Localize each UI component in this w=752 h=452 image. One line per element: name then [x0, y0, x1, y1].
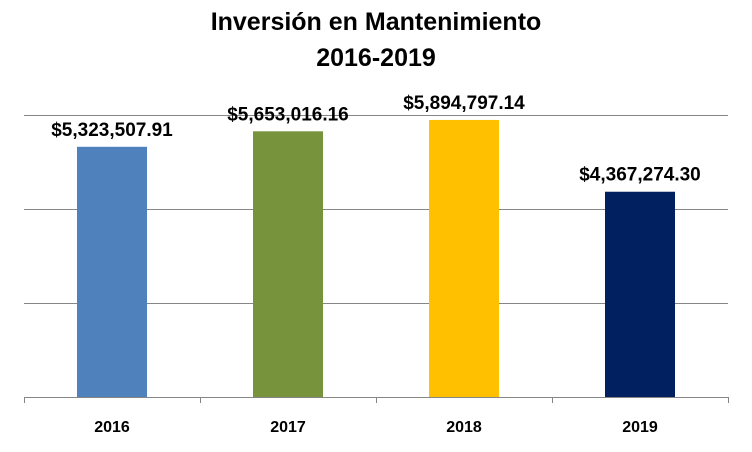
data-label: $5,894,797.14	[403, 93, 525, 114]
bars	[77, 119, 675, 398]
x-tick-label: 2017	[270, 419, 306, 436]
x-tick-label: 2016	[94, 419, 130, 436]
x-tick-label: 2018	[446, 419, 482, 436]
bar	[605, 191, 675, 397]
x-axis	[24, 397, 729, 403]
x-tick-labels: 2016 2017 2018 2019	[94, 419, 658, 436]
bar	[253, 131, 323, 398]
bar	[429, 119, 499, 398]
x-tick-label: 2019	[622, 419, 658, 436]
data-label: $5,323,507.91	[51, 120, 173, 141]
chart-title: Inversión en Mantenimiento	[210, 8, 542, 36]
bar	[77, 146, 147, 397]
data-label: $5,653,016.16	[227, 104, 349, 125]
chart-subtitle: 2016-2019	[316, 44, 436, 72]
data-labels: $5,323,507.91 $5,653,016.16 $5,894,797.14 $…	[51, 93, 701, 186]
data-label: $4,367,274.30	[579, 165, 701, 186]
